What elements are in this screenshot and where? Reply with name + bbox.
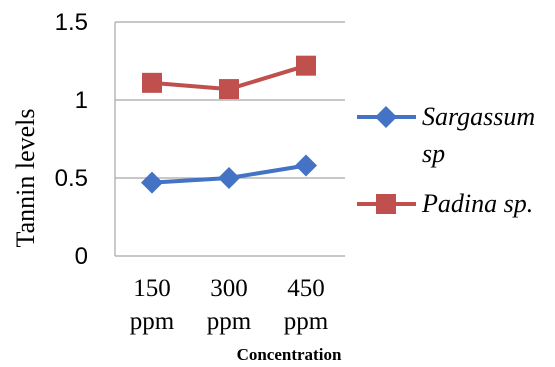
data-point bbox=[219, 79, 239, 100]
y-tick-label: 0 bbox=[75, 243, 88, 270]
data-point bbox=[141, 171, 163, 194]
data-point bbox=[218, 167, 240, 189]
legend: Sargassum sp Padina sp. bbox=[357, 102, 535, 218]
x-tick-label: ppm bbox=[207, 308, 252, 335]
y-tick-label: 1.5 bbox=[55, 9, 88, 36]
legend-label: Sargassum bbox=[422, 102, 535, 131]
y-tick-label: 0.5 bbox=[55, 165, 88, 192]
x-tick-labels: 150 ppm 300 ppm 450 ppm bbox=[130, 275, 329, 335]
x-tick-label: 450 bbox=[287, 275, 325, 302]
legend-label: sp bbox=[422, 139, 445, 168]
series-group bbox=[141, 55, 317, 194]
legend-marker bbox=[376, 194, 396, 214]
x-tick-label: ppm bbox=[130, 308, 175, 335]
data-point bbox=[142, 72, 162, 93]
legend-marker bbox=[375, 106, 397, 128]
x-tick-label: ppm bbox=[284, 308, 329, 335]
x-tick-label: 300 bbox=[210, 275, 248, 302]
data-point bbox=[296, 55, 316, 76]
legend-label: Padina sp. bbox=[421, 189, 533, 218]
y-tick-label: 1 bbox=[75, 87, 88, 114]
x-tick-label: 150 bbox=[133, 275, 171, 302]
y-axis-label: Tannin levels bbox=[11, 109, 40, 248]
data-point bbox=[295, 154, 317, 177]
y-tick-labels: 0 0.5 1 1.5 bbox=[55, 9, 88, 270]
x-axis-label: Concentration bbox=[237, 345, 342, 364]
